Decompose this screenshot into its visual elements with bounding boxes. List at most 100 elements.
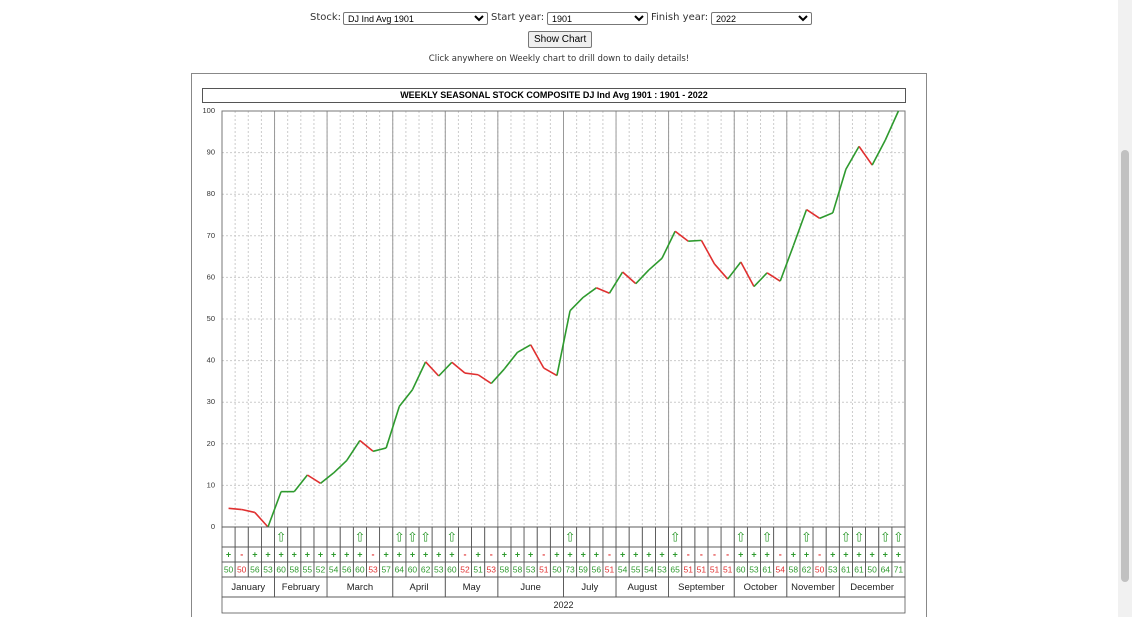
signal-arrow: ⇧: [565, 531, 576, 546]
y-tick-label: 100: [202, 106, 215, 115]
start-select[interactable]: 1901: [547, 12, 648, 25]
sign: +: [751, 549, 756, 559]
percent: 58: [789, 564, 799, 574]
sign: +: [646, 549, 651, 559]
percent: 53: [526, 564, 536, 574]
percent: 50: [867, 564, 877, 574]
line-segment: [792, 209, 808, 247]
sign: -: [490, 549, 493, 559]
percent: 51: [697, 564, 707, 574]
percent: 61: [762, 564, 772, 574]
signal-arrow: ⇧: [407, 531, 418, 546]
line-segment: [674, 230, 689, 242]
percent: 52: [460, 564, 470, 574]
line-segment: [517, 344, 532, 353]
signal-arrow: ⇧: [735, 531, 746, 546]
sign: +: [620, 549, 625, 559]
sign: +: [791, 549, 796, 559]
sign: -: [726, 549, 729, 559]
line-segment: [398, 389, 414, 407]
sign: +: [397, 549, 402, 559]
sign: +: [594, 549, 599, 559]
line-segment: [293, 474, 309, 493]
stock-select[interactable]: DJ Ind Avg 1901: [343, 12, 488, 25]
line-segment: [608, 271, 624, 294]
percent: 62: [802, 564, 812, 574]
percent: 73: [565, 564, 575, 574]
percent: 56: [342, 564, 352, 574]
percent: 50: [224, 564, 234, 574]
y-tick-label: 40: [207, 356, 215, 365]
percent: 59: [578, 564, 588, 574]
signal-arrow: ⇧: [801, 531, 812, 546]
sign: +: [410, 549, 415, 559]
finish-select[interactable]: 2022: [711, 12, 812, 25]
chart-frame: [191, 73, 927, 617]
line-segment: [858, 145, 873, 166]
line-segment: [871, 139, 887, 166]
sign: +: [423, 549, 428, 559]
line-segment: [884, 110, 900, 141]
show-chart-button[interactable]: Show Chart: [528, 31, 593, 48]
sign: +: [870, 549, 875, 559]
line-segment: [635, 269, 650, 285]
percent: 60: [408, 564, 418, 574]
line-segment: [320, 472, 335, 484]
y-tick-label: 60: [207, 272, 215, 281]
sign: +: [292, 549, 297, 559]
percent: 51: [684, 564, 694, 574]
sign: -: [779, 549, 782, 559]
sign: +: [475, 549, 480, 559]
sign: +: [436, 549, 441, 559]
percent: 50: [237, 564, 247, 574]
scrollbar-thumb[interactable]: [1121, 150, 1129, 582]
percent: 53: [749, 564, 759, 574]
line-segment: [529, 344, 545, 369]
percent: 58: [290, 564, 300, 574]
line-segment: [372, 447, 387, 453]
scrollbar[interactable]: [1118, 0, 1132, 617]
line-segment: [267, 491, 282, 528]
line-segment: [477, 374, 492, 385]
month-label: May: [463, 582, 481, 593]
signal-arrow: ⇧: [880, 531, 891, 546]
chart-title: WEEKLY SEASONAL STOCK COMPOSITE DJ Ind A…: [400, 90, 708, 100]
line-segment: [700, 239, 716, 265]
sign: -: [372, 549, 375, 559]
line-segment: [359, 439, 374, 452]
line-segment: [661, 230, 676, 259]
sign: -: [700, 549, 703, 559]
percent: 51: [473, 564, 483, 574]
line-segment: [596, 287, 610, 294]
percent: 57: [381, 564, 391, 574]
start-label: Start year:: [491, 12, 545, 23]
month-label: October: [744, 582, 778, 593]
month-label: February: [282, 582, 320, 593]
signal-arrow: ⇧: [854, 531, 865, 546]
month-label: January: [231, 582, 265, 593]
line-segment: [254, 511, 269, 528]
percent: 54: [618, 564, 628, 574]
percent: 53: [828, 564, 838, 574]
finish-label: Finish year:: [651, 12, 709, 23]
y-tick-label: 0: [211, 522, 215, 531]
month-label: June: [520, 582, 541, 593]
line-segment: [464, 372, 479, 376]
percent: 54: [329, 564, 339, 574]
sign: +: [515, 549, 520, 559]
line-segment: [306, 474, 321, 484]
signal-arrow: ⇧: [420, 531, 431, 546]
line-segment: [779, 245, 795, 282]
hint: Click anywhere on Weekly chart to drill …: [428, 54, 690, 64]
sign: +: [843, 549, 848, 559]
year-label: 2022: [553, 600, 573, 610]
sign: -: [687, 549, 690, 559]
percent: 60: [447, 564, 457, 574]
sign: +: [265, 549, 270, 559]
percent: 54: [644, 564, 654, 574]
percent: 58: [513, 564, 523, 574]
y-tick-label: 10: [207, 480, 215, 489]
percent: 60: [276, 564, 286, 574]
line-segment: [543, 367, 558, 377]
